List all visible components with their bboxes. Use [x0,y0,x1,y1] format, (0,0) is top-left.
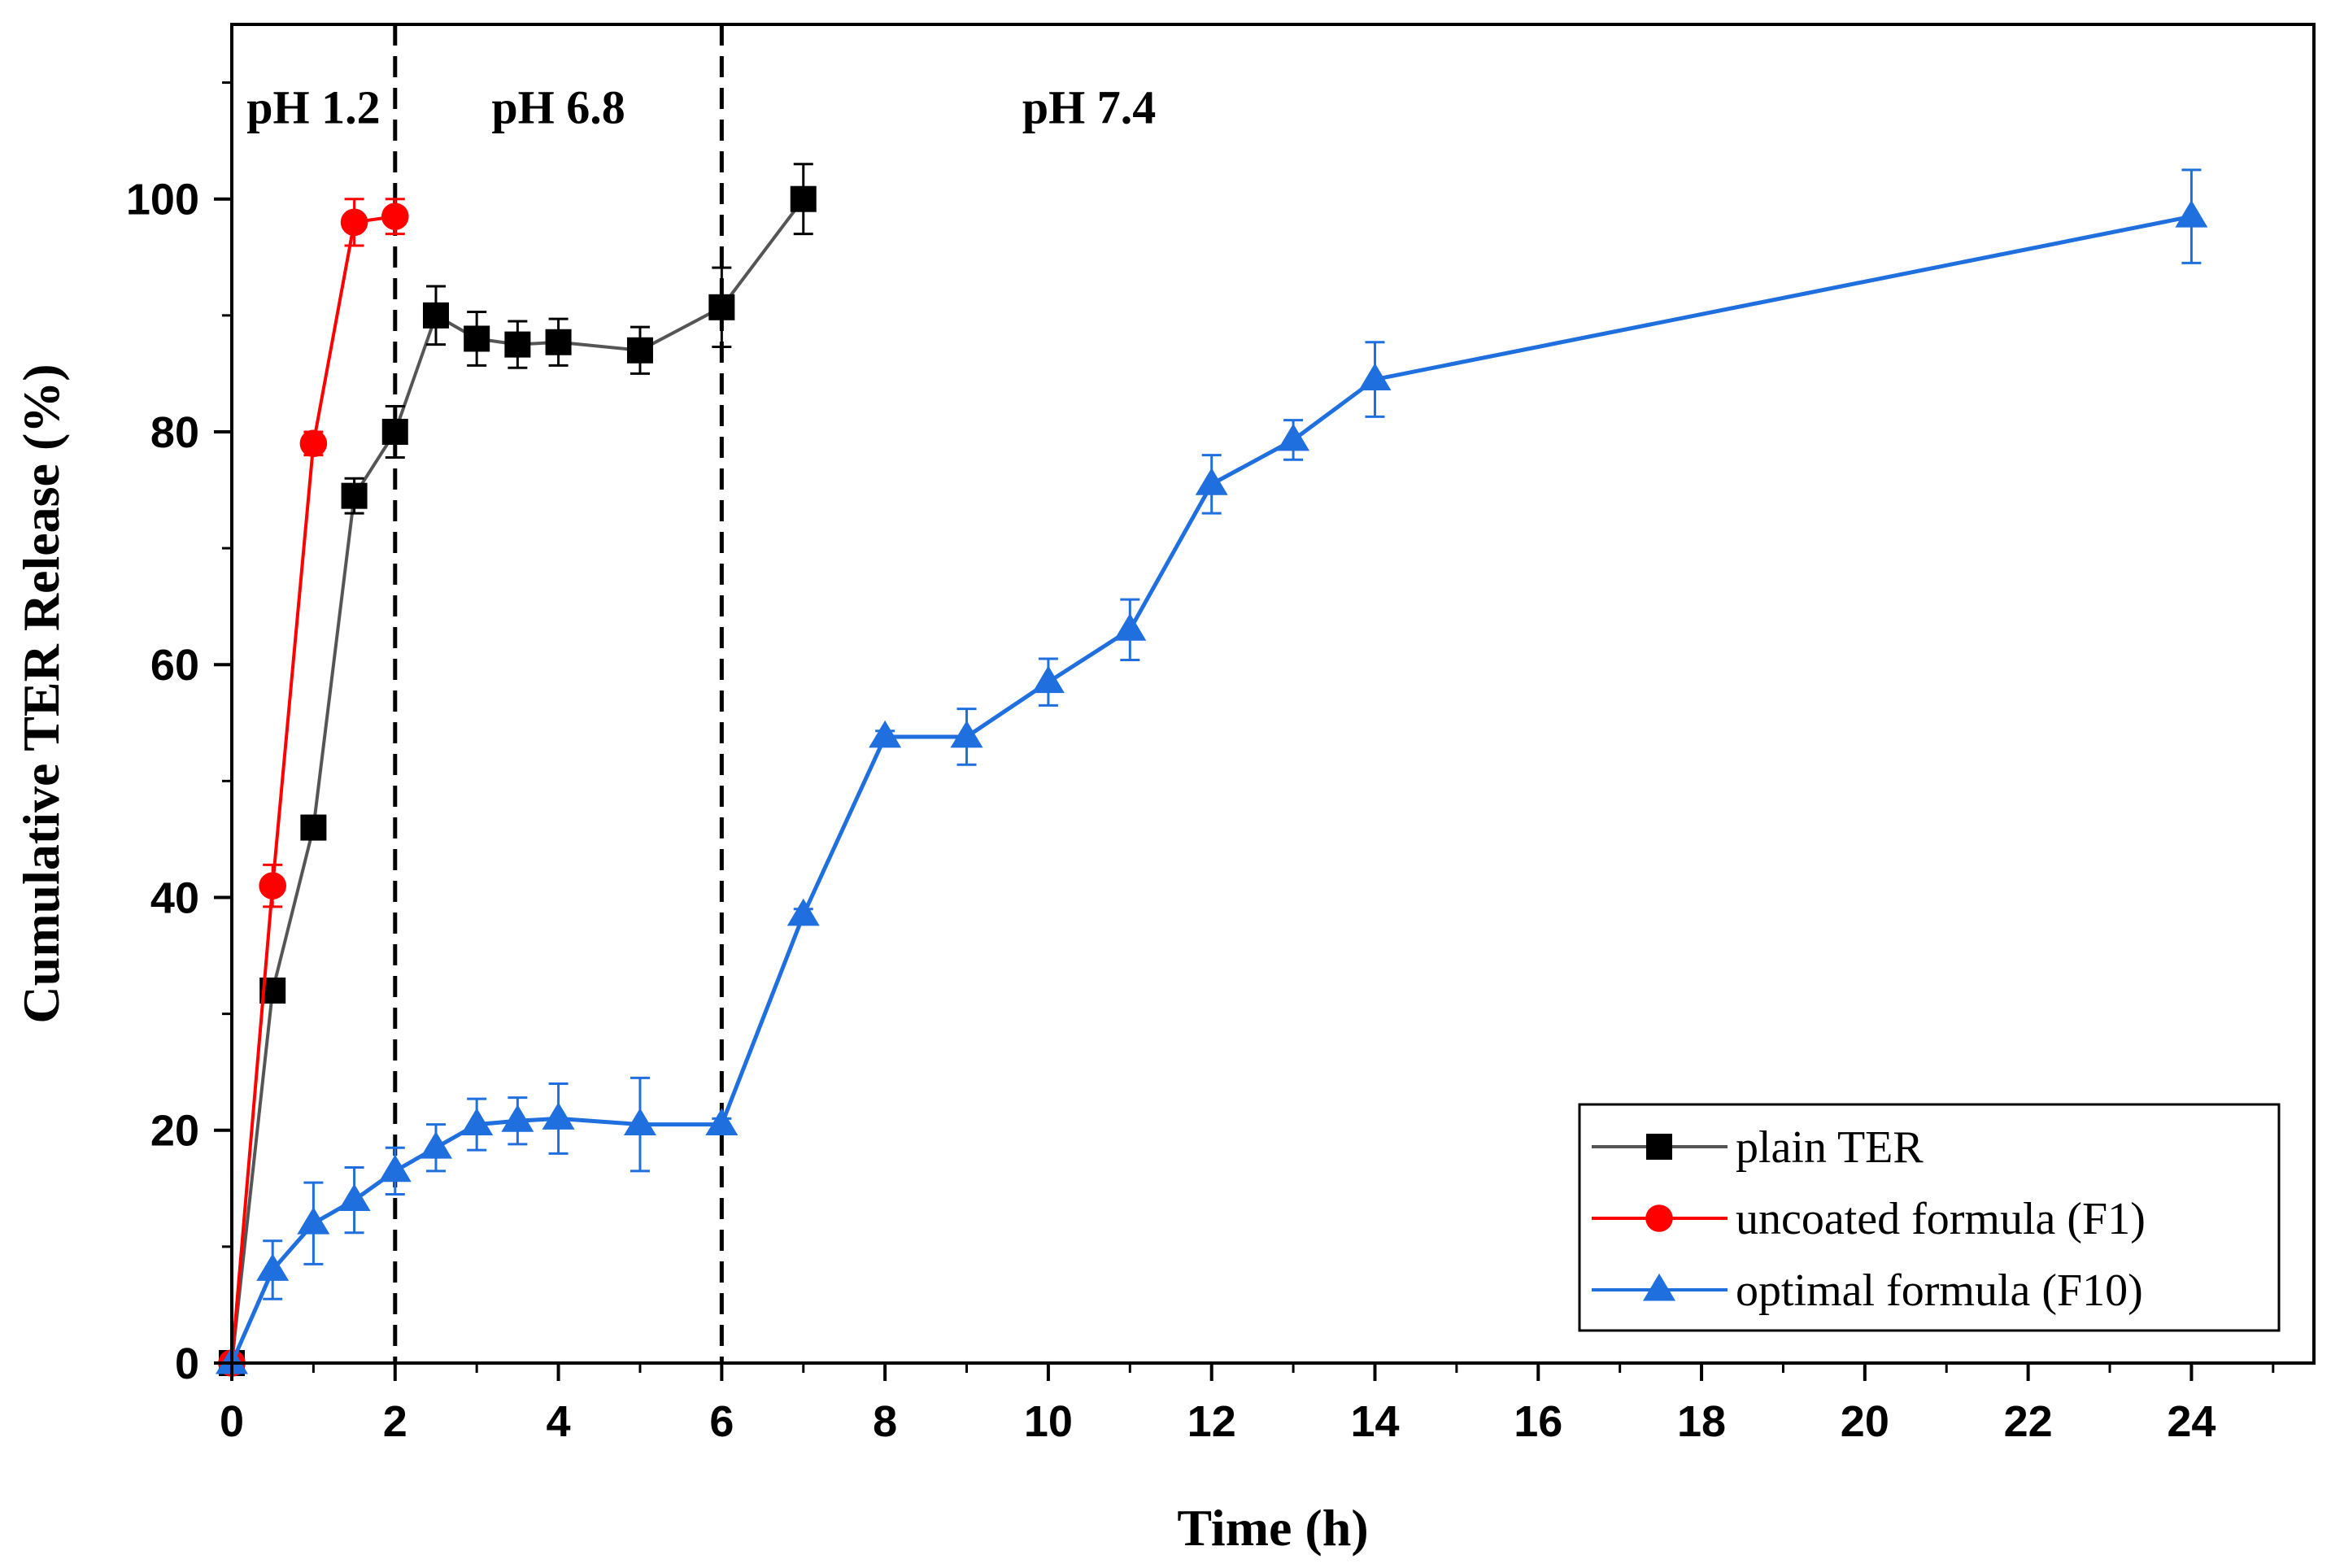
data-point [422,302,449,329]
y-tick-label: 40 [150,873,199,922]
y-tick-label: 60 [150,641,199,690]
y-tick-label: 80 [150,408,199,457]
series-line [230,198,805,1364]
data-point [300,814,327,841]
data-point [786,898,820,926]
data-point [340,208,368,237]
y-tick-label: 0 [175,1339,199,1388]
data-point [504,331,531,358]
data-point [542,1102,575,1130]
series-circle [218,198,409,1377]
data-point [378,1154,412,1183]
data-point [464,325,490,352]
data-point [297,1207,330,1235]
x-tick-label: 0 [220,1397,244,1446]
series-square [219,163,817,1376]
data-point [623,1108,656,1136]
legend-marker [1645,1204,1673,1232]
data-point [460,1108,494,1136]
data-point [950,720,983,748]
data-point [790,185,817,212]
legend-label: optimal formula (F10) [1736,1265,2143,1316]
y-tick-label: 100 [126,176,199,224]
data-point [299,429,328,458]
data-point [501,1104,534,1132]
x-tick-label: 18 [1677,1397,1726,1446]
y-tick-label: 20 [150,1107,199,1156]
data-point [1031,665,1065,694]
data-point [259,872,286,899]
data-point [869,720,902,748]
y-axis-title: Cumulative TER Release (%) [12,364,70,1023]
data-point [2175,200,2208,228]
data-point [626,337,653,364]
data-point [419,1131,452,1159]
data-point [705,1108,739,1136]
x-tick-label: 12 [1187,1397,1236,1446]
series-triangle [216,168,2208,1374]
data-point [545,329,572,355]
x-tick-label: 24 [2167,1397,2216,1446]
data-point [708,294,735,320]
x-tick-label: 10 [1024,1397,1073,1446]
x-tick-label: 6 [709,1397,734,1446]
data-point [1113,613,1147,641]
region-label: pH 7.4 [1022,81,1156,134]
data-point [381,418,408,445]
x-tick-label: 4 [547,1397,571,1446]
data-point [341,482,368,509]
x-tick-label: 22 [2004,1397,2053,1446]
data-point [1277,423,1310,451]
data-point [338,1183,371,1212]
x-axis-title: Time (h) [1177,1499,1368,1557]
legend-marker [1646,1134,1672,1160]
data-point [256,1253,290,1281]
x-tick-label: 16 [1514,1397,1562,1446]
x-tick-label: 2 [383,1397,407,1446]
legend-label: uncoated formula (F1) [1736,1194,2146,1244]
region-label: pH 1.2 [246,81,380,134]
legend-marker [1643,1273,1675,1301]
x-tick-label: 14 [1350,1397,1399,1446]
region-label: pH 6.8 [491,81,625,134]
x-tick-label: 20 [1841,1397,1889,1446]
data-point [1358,363,1392,390]
data-point [381,203,409,230]
plot-frame [230,23,2316,1365]
x-tick-label: 8 [873,1397,897,1446]
legend-label: plain TER [1736,1122,1924,1173]
data-point [1195,468,1228,495]
